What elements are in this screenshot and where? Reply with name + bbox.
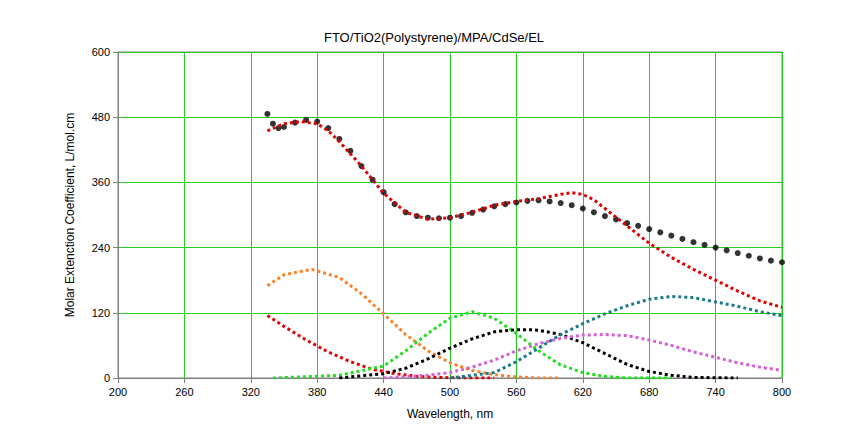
svg-text:560: 560: [507, 386, 525, 398]
svg-text:620: 620: [574, 386, 592, 398]
svg-text:260: 260: [175, 386, 193, 398]
svg-text:360: 360: [92, 176, 110, 188]
svg-text:740: 740: [706, 386, 724, 398]
svg-text:680: 680: [640, 386, 658, 398]
svg-text:FTO/TiO2(Polystyrene)/MPA/CdSe: FTO/TiO2(Polystyrene)/MPA/CdSe/EL: [324, 30, 544, 45]
svg-text:Molar Extenction Coefficient,: Molar Extenction Coefficient, L/mol.cm: [63, 113, 77, 318]
svg-text:440: 440: [374, 386, 392, 398]
svg-text:320: 320: [242, 386, 260, 398]
svg-text:200: 200: [109, 386, 127, 398]
svg-text:480: 480: [92, 111, 110, 123]
svg-text:380: 380: [308, 386, 326, 398]
svg-text:500: 500: [441, 386, 459, 398]
svg-text:120: 120: [92, 307, 110, 319]
svg-text:800: 800: [773, 386, 791, 398]
svg-text:600: 600: [92, 46, 110, 58]
svg-text:Wavelength, nm: Wavelength, nm: [407, 407, 493, 421]
svg-text:0: 0: [104, 372, 110, 384]
svg-text:240: 240: [92, 242, 110, 254]
